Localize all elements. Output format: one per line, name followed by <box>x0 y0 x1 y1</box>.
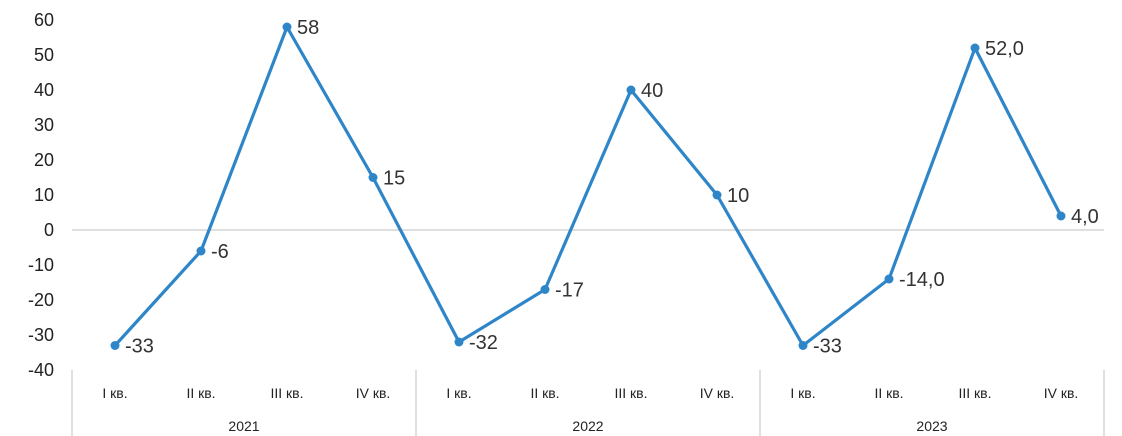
x-group-label: 2022 <box>572 418 603 434</box>
x-group-label: 2023 <box>916 418 947 434</box>
x-category-label: II кв. <box>186 385 215 401</box>
x-category-label: III кв. <box>958 385 991 401</box>
y-tick-label: -40 <box>28 360 54 380</box>
data-label: 52,0 <box>985 38 1024 60</box>
x-category-label: III кв. <box>270 385 303 401</box>
y-tick-label: 10 <box>34 185 54 205</box>
y-tick-label: -30 <box>28 325 54 345</box>
data-labels: -33 -6 58 15 -32 -17 40 10 -33 -14,0 52,0 4,0 <box>125 17 1099 358</box>
data-label: -32 <box>469 332 498 354</box>
data-label: 58 <box>297 17 319 39</box>
data-label: -33 <box>813 336 842 358</box>
series-line <box>110 22 1066 350</box>
y-tick-label: 50 <box>34 45 54 65</box>
data-point <box>282 22 292 32</box>
data-label: 15 <box>383 168 405 190</box>
x-category-label: I кв. <box>102 385 127 401</box>
y-tick-label: -20 <box>28 290 54 310</box>
x-axis: I кв. II кв. III кв. IV кв. I кв. II кв. III к… <box>71 229 1105 436</box>
data-label: -17 <box>555 280 584 302</box>
data-point <box>626 85 636 95</box>
data-label: 4,0 <box>1071 206 1099 228</box>
data-label: -6 <box>211 241 229 263</box>
x-category-label: II кв. <box>874 385 903 401</box>
data-label: -33 <box>125 336 154 358</box>
y-tick-label: -10 <box>28 255 54 275</box>
y-axis: 60 50 40 30 20 10 0 -10 -20 -30 -40 <box>28 10 54 380</box>
y-tick-label: 30 <box>34 115 54 135</box>
y-tick-label: 20 <box>34 150 54 170</box>
x-category-label: III кв. <box>614 385 647 401</box>
x-category-label: IV кв. <box>1044 385 1079 401</box>
x-category-label: II кв. <box>530 385 559 401</box>
data-label: 10 <box>727 185 749 207</box>
y-tick-label: 40 <box>34 80 54 100</box>
data-point <box>540 285 550 294</box>
y-tick-label: 0 <box>44 220 54 240</box>
data-point <box>798 341 808 350</box>
data-point <box>970 43 980 53</box>
data-point <box>1056 211 1066 221</box>
x-group-label: 2021 <box>228 418 259 434</box>
data-point <box>712 190 722 200</box>
y-tick-label: 60 <box>34 10 54 30</box>
data-point <box>196 246 206 256</box>
data-label: -14,0 <box>899 269 945 291</box>
data-point <box>110 341 120 350</box>
x-category-label: IV кв. <box>700 385 735 401</box>
data-point <box>454 337 464 347</box>
series-line-path <box>113 25 1063 348</box>
data-label: 40 <box>641 80 663 102</box>
data-point <box>368 173 378 182</box>
x-category-label: I кв. <box>446 385 471 401</box>
data-point <box>884 274 894 284</box>
x-category-label: IV кв. <box>356 385 391 401</box>
x-category-label: I кв. <box>790 385 815 401</box>
